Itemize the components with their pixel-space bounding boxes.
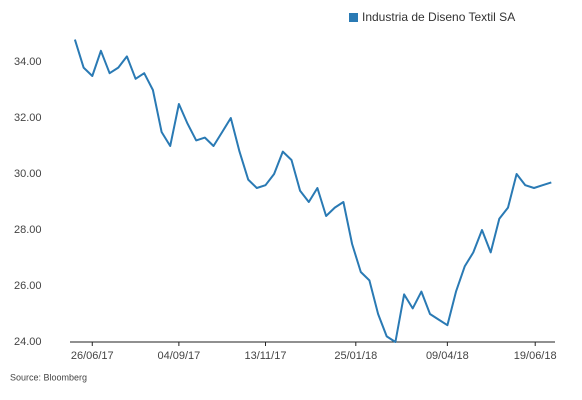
legend-swatch — [349, 13, 358, 22]
y-tick-label: 30.00 — [14, 168, 42, 180]
x-tick-label: 09/04/18 — [426, 350, 469, 362]
legend-label: Industria de Diseno Textil SA — [362, 10, 515, 24]
price-line — [73, 39, 552, 343]
source: Source: Bloomberg — [10, 372, 87, 382]
y-tick-label: 32.00 — [14, 112, 42, 124]
y-tick-label: 24.00 — [14, 336, 42, 348]
y-tick-label: 28.00 — [14, 224, 42, 236]
y-tick-label: 34.00 — [14, 56, 42, 68]
y-tick-label: 26.00 — [14, 280, 42, 292]
x-tick-label: 19/06/18 — [514, 350, 557, 362]
x-tick-label: 13/11/17 — [244, 350, 286, 362]
x-tick-label: 26/06/17 — [71, 350, 114, 362]
x-tick-label: 25/01/18 — [334, 350, 377, 362]
x-tick-label: 04/09/17 — [157, 350, 200, 362]
